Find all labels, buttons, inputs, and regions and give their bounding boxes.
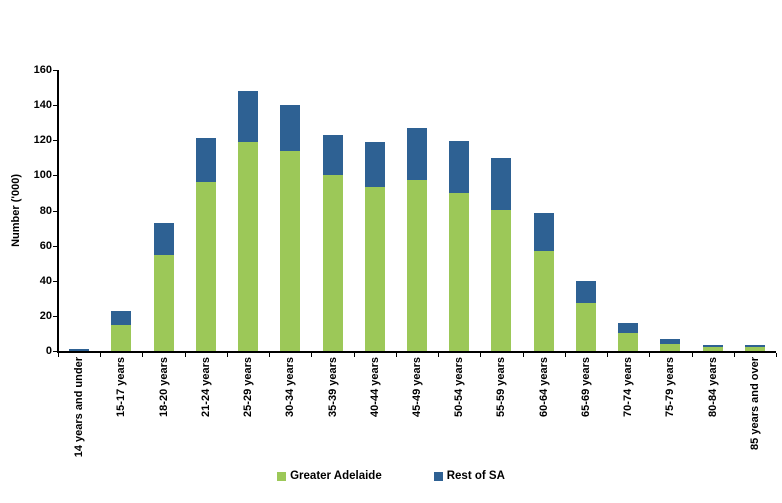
bar-segment-rest-of-sa	[195, 138, 216, 183]
legend-label: Rest of SA	[446, 470, 505, 482]
x-axis-label: 30-34 years	[284, 357, 297, 417]
y-axis-tick-mark	[53, 280, 57, 282]
y-axis-tick-mark	[53, 70, 57, 71]
x-axis-label: 15-17 years	[115, 357, 128, 417]
bar-segment-rest-of-sa	[744, 345, 765, 348]
bar-segment-rest-of-sa	[702, 344, 723, 348]
x-axis-tick-mark	[776, 353, 777, 357]
x-axis-tick-mark	[395, 353, 397, 357]
x-axis-line	[57, 351, 776, 353]
x-axis-tick-mark	[58, 353, 59, 357]
y-axis-tick-label: 80	[39, 204, 52, 217]
y-axis-tick-mark	[53, 175, 57, 177]
bar-segment-greater-adelaide	[280, 150, 301, 351]
x-axis-label: 14 years and under	[73, 357, 86, 458]
bar-segment-rest-of-sa	[491, 157, 512, 210]
x-axis-tick-mark	[607, 353, 609, 357]
y-axis-tick-mark	[53, 351, 57, 352]
x-axis-tick-mark	[649, 353, 651, 357]
y-axis-tick-label: 60	[39, 239, 52, 252]
legend-swatch-icon	[433, 471, 443, 481]
bar-segment-rest-of-sa	[533, 213, 554, 251]
bar-segment-greater-adelaide	[195, 182, 216, 351]
x-axis-tick-mark	[311, 353, 313, 357]
y-axis-tick-mark	[53, 245, 57, 247]
bar-segment-greater-adelaide	[238, 142, 259, 351]
y-axis-tick-mark	[53, 140, 57, 142]
x-axis-tick-mark	[522, 353, 524, 357]
bar-segment-rest-of-sa	[364, 142, 385, 187]
y-axis-line	[57, 70, 59, 352]
x-axis-label: 18-20 years	[157, 357, 170, 417]
y-axis-tick-label: 20	[39, 309, 52, 322]
y-axis-tick-label: 140	[33, 99, 52, 112]
bar-segment-rest-of-sa	[69, 348, 90, 351]
bar-segment-greater-adelaide	[491, 209, 512, 351]
bar-segment-rest-of-sa	[618, 322, 639, 333]
x-axis-tick-mark	[269, 353, 271, 357]
y-axis-tick-mark	[53, 105, 57, 107]
x-axis-tick-mark	[480, 353, 482, 357]
bar-segment-greater-adelaide	[407, 179, 427, 351]
bar-segment-rest-of-sa	[111, 310, 132, 325]
x-axis-label: 21-24 years	[199, 357, 212, 417]
bar-segment-rest-of-sa	[322, 134, 343, 176]
x-axis-tick-mark	[226, 353, 228, 357]
x-axis-tick-mark	[691, 353, 693, 357]
bar-segment-greater-adelaide	[533, 250, 554, 351]
legend-label: Greater Adelaide	[290, 470, 382, 482]
bar-segment-greater-adelaide	[153, 255, 174, 351]
bar-segment-greater-adelaide	[744, 347, 765, 351]
bar-segment-greater-adelaide	[660, 343, 681, 351]
bar-segment-rest-of-sa	[449, 141, 470, 193]
x-axis-label: 65-69 years	[579, 357, 592, 417]
x-axis-tick-mark	[142, 353, 144, 357]
x-axis-label: 80-84 years	[706, 357, 719, 417]
bar-segment-rest-of-sa	[238, 91, 259, 142]
bar-segment-rest-of-sa	[660, 338, 681, 344]
y-axis-tick-label: 100	[33, 169, 52, 182]
legend: Greater Adelaide Rest of SA	[0, 470, 782, 482]
y-axis-tick-label: 160	[33, 64, 52, 76]
x-axis-tick-mark	[353, 353, 355, 357]
y-axis-tick-label: 40	[39, 274, 52, 287]
bar-segment-greater-adelaide	[322, 175, 343, 351]
bar-segment-greater-adelaide	[111, 324, 132, 351]
x-axis-label: 50-54 years	[453, 357, 466, 417]
bar-segment-rest-of-sa	[407, 127, 427, 180]
bar-segment-greater-adelaide	[449, 192, 470, 351]
legend-swatch-icon	[277, 471, 287, 481]
legend-item-greater-adelaide: Greater Adelaide	[277, 470, 382, 482]
x-axis-label: 60-64 years	[537, 357, 550, 417]
y-axis-tick-mark	[53, 315, 57, 317]
x-axis-label: 70-74 years	[622, 357, 635, 417]
x-axis-label: 35-39 years	[326, 357, 339, 417]
x-axis-tick-mark	[564, 353, 566, 357]
legend-item-rest-of-sa: Rest of SA	[433, 470, 505, 482]
y-axis-tick-label: 120	[33, 134, 52, 147]
x-axis-label: 45-49 years	[411, 357, 423, 417]
bar-segment-greater-adelaide	[575, 302, 596, 351]
bar-segment-greater-adelaide	[702, 347, 723, 351]
bar-segment-rest-of-sa	[153, 222, 174, 256]
bar-segment-greater-adelaide	[618, 332, 639, 351]
x-axis-tick-mark	[184, 353, 186, 357]
x-axis-label: 25-29 years	[242, 357, 255, 417]
bar-segment-rest-of-sa	[280, 105, 301, 151]
bar-segment-rest-of-sa	[575, 280, 596, 303]
bar-segment-greater-adelaide	[364, 186, 385, 351]
x-axis-tick-mark	[438, 353, 440, 357]
x-axis-label: 55-59 years	[495, 357, 508, 417]
x-axis-label: 75-79 years	[664, 357, 677, 417]
y-axis-tick-mark	[53, 210, 57, 212]
x-axis-tick-mark	[100, 353, 102, 357]
x-axis-label: 85 years and over	[748, 357, 761, 450]
y-axis-tick-label: 0	[45, 345, 52, 357]
x-axis-tick-mark	[733, 353, 735, 357]
x-axis-label: 40-44 years	[368, 357, 381, 417]
